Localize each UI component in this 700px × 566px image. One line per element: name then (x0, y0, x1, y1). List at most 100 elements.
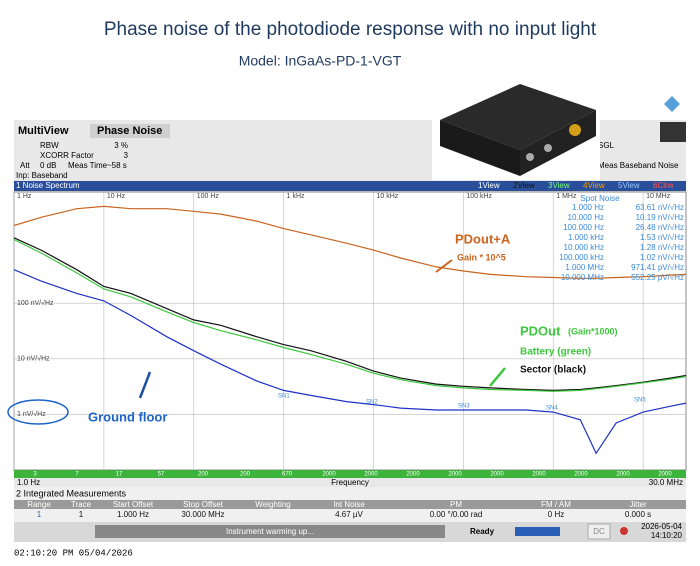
spot-freq: 100.000 Hz (563, 223, 604, 232)
spot-freq: 10.000 Hz (568, 213, 604, 222)
spot-freq: 1.000 Hz (572, 203, 604, 212)
coupling: DC (593, 527, 605, 536)
status-bar: Instrument warming up... Ready DC 2026-0… (14, 522, 686, 542)
logo (664, 96, 680, 112)
view-label: 1View (478, 181, 500, 190)
table-header: Trace (71, 500, 92, 509)
input: Inp: Baseband (16, 171, 68, 180)
connector (569, 124, 581, 136)
view-label: 4View (583, 181, 605, 190)
bar-label: 7 (75, 472, 79, 478)
bar-label: 3 (33, 472, 37, 478)
table-header: Stop Offset (183, 500, 224, 509)
setting-name: XCORR Factor (40, 151, 94, 160)
y-tick-label: 10 nV/√Hz (17, 355, 50, 363)
slide-title: Phase noise of the photodiode response w… (104, 19, 597, 40)
marker-label: SN2 (366, 400, 378, 406)
trace (13, 269, 687, 455)
table-cell: 0 Hz (548, 510, 564, 519)
annotation: (Gain*1000) (568, 326, 618, 336)
series-label: Ground floor (88, 409, 167, 424)
annotation: Gain * 10^5 (457, 252, 506, 262)
network-icon (620, 527, 628, 535)
arrow (138, 371, 152, 399)
spot-value: 26.48 nV/√Hz (636, 223, 684, 232)
device-side (440, 120, 520, 176)
x-tick-label: 1 kHz (287, 193, 305, 200)
marker-label: SN5 (634, 398, 646, 404)
arrow (435, 259, 453, 273)
marker-label: SN3 (458, 404, 470, 410)
meas: Meas Baseband Noise (598, 161, 679, 170)
table-header: Int Noise (333, 500, 365, 509)
tab-label: MultiView (18, 125, 69, 137)
x-tick-label: 100 kHz (466, 193, 492, 200)
y-tick-label: 100 nV/√Hz (17, 299, 54, 307)
bar-label: 2000 (322, 472, 336, 478)
window-bar (14, 181, 686, 191)
progress (515, 527, 560, 536)
series-label: Sector (black) (520, 365, 586, 376)
series-label: PDout+A (455, 231, 511, 246)
sgl: SGL (598, 141, 615, 150)
table-title: 2 Integrated Measurements (16, 488, 127, 498)
table-header: Range (27, 500, 51, 509)
connector (544, 144, 552, 152)
menu-button[interactable] (660, 122, 686, 142)
marker-label: SN1 (278, 394, 290, 400)
view-label: 6Clrw (653, 181, 674, 190)
table-header: Weighting (255, 500, 290, 509)
table-cell: 0.00 °/0.00 rad (430, 510, 483, 519)
setting-name: RBW (40, 141, 59, 150)
spot-freq: 1.000 MHz (565, 263, 604, 272)
x-stop: 30.0 MHz (649, 478, 683, 487)
spot-value: 1.02 nV/√Hz (640, 253, 684, 262)
connector (526, 153, 534, 161)
bar-label: 57 (158, 472, 165, 478)
bar-label: 2000 (406, 472, 420, 478)
dc-box (587, 523, 611, 540)
spot-value: 971.41 pV/√Hz (631, 263, 684, 272)
bar-label: 2000 (364, 472, 378, 478)
spot-freq: 10.000 MHz (561, 273, 604, 282)
status-date: 2026-05-04 (641, 522, 682, 531)
x-start: 1.0 Hz (17, 478, 40, 487)
spot-title: Spot Noise (580, 194, 620, 203)
bar-label: 2000 (616, 472, 630, 478)
table-header: PM (450, 500, 462, 509)
axis-bar (14, 470, 686, 478)
spot-freq: 10.000 kHz (564, 243, 604, 252)
spot-value: 10.19 nV/√Hz (636, 213, 684, 222)
product-photo (432, 80, 600, 180)
bar-label: 200 (198, 472, 209, 478)
arrow (489, 367, 506, 387)
message-box (95, 525, 445, 538)
x-label: Frequency (331, 478, 369, 487)
tab (90, 124, 170, 138)
x-tick-label: 10 MHz (646, 193, 671, 200)
trace (13, 238, 687, 392)
setting-name: Meas Time (68, 161, 108, 170)
table-cell: 4.67 µV (335, 510, 363, 519)
bar-label: 2000 (490, 472, 504, 478)
annotation: PDOut (520, 323, 561, 338)
bar-label: 17 (116, 472, 123, 478)
slide-subtitle: Model: InGaAs-PD-1-VGT (239, 53, 402, 69)
annotations: PDout+A Gain * 10^5 PDOut (Gain*1000) Ba… (7, 231, 618, 425)
bar-label: 2000 (658, 472, 672, 478)
integrated-table: 2 Integrated Measurements Range1Trace1St… (14, 487, 686, 522)
trace (13, 237, 687, 392)
table-cell: 1.000 Hz (117, 510, 149, 519)
spot-freq: 1.000 kHz (568, 233, 604, 242)
bar-label: 2000 (448, 472, 462, 478)
setting-value: 3 % (114, 141, 128, 150)
bar-label: 670 (282, 472, 293, 478)
series-label: Battery (green) (520, 347, 591, 358)
bar-label: 200 (240, 472, 251, 478)
axis-footer (14, 478, 686, 487)
x-tick-label: 10 kHz (376, 193, 398, 200)
plot-area (13, 191, 687, 471)
setting-value: ~58 s (107, 161, 127, 170)
